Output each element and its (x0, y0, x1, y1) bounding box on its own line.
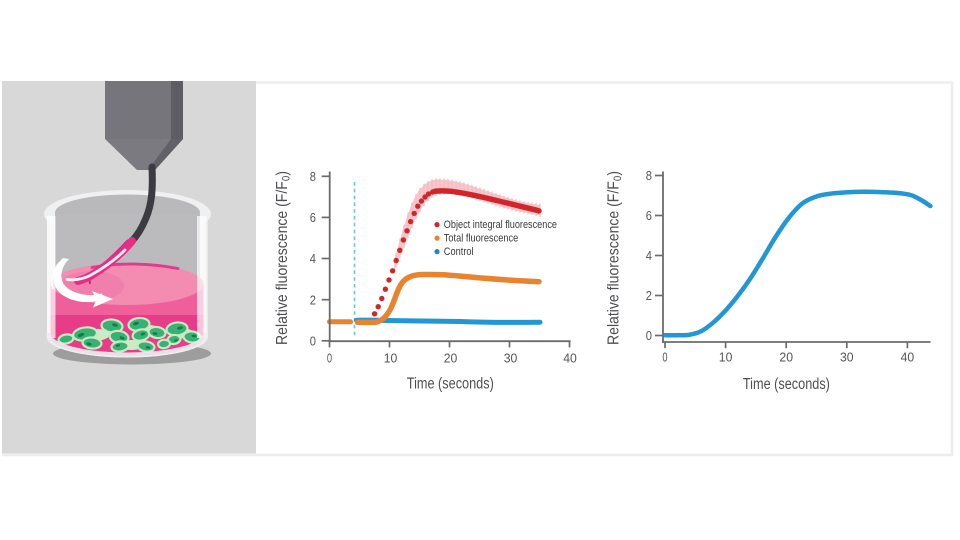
svg-text:0: 0 (310, 334, 316, 349)
svg-text:6: 6 (310, 210, 316, 225)
svg-text:6: 6 (646, 208, 652, 223)
svg-text:Control: Control (444, 246, 474, 258)
svg-text:Time (seconds): Time (seconds) (407, 376, 494, 393)
svg-text:0: 0 (646, 328, 652, 343)
svg-text:20: 20 (444, 350, 458, 365)
svg-text:Relative fluorescence (F/F0): Relative fluorescence (F/F0) (274, 171, 293, 345)
svg-text:0: 0 (327, 350, 332, 365)
svg-text:30: 30 (504, 350, 518, 365)
svg-text:2: 2 (646, 288, 652, 303)
svg-text:4: 4 (310, 251, 316, 266)
svg-text:0: 0 (662, 350, 667, 365)
svg-text:20: 20 (779, 350, 793, 365)
svg-text:30: 30 (840, 350, 854, 365)
svg-text:40: 40 (901, 350, 915, 365)
svg-text:8: 8 (310, 169, 316, 184)
svg-text:10: 10 (384, 350, 398, 365)
svg-text:Object integral fluorescence: Object integral fluorescence (444, 219, 557, 231)
svg-text:Relative fluorescence (F/F0): Relative fluorescence (F/F0) (605, 171, 624, 345)
svg-text:2: 2 (310, 292, 316, 307)
svg-text:Time (seconds): Time (seconds) (743, 376, 830, 393)
svg-text:10: 10 (719, 350, 733, 365)
svg-text:4: 4 (646, 248, 652, 263)
svg-text:Total fluorescence: Total fluorescence (444, 233, 519, 245)
svg-text:40: 40 (563, 350, 577, 365)
svg-text:8: 8 (646, 168, 652, 183)
